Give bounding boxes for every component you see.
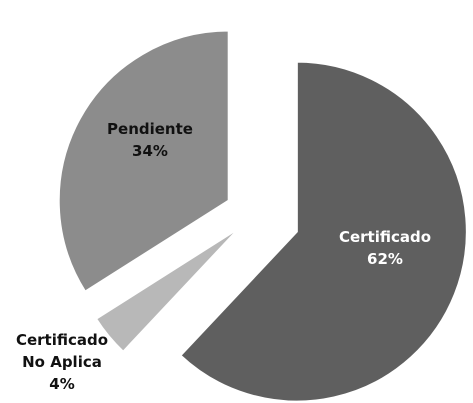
- value-label: 34%: [132, 142, 168, 160]
- category-label: Certificado: [338, 228, 432, 246]
- value-label: 4%: [49, 375, 75, 393]
- value-label: 62%: [367, 250, 403, 268]
- pie-slice: [94, 226, 241, 354]
- pie-slice: [179, 60, 468, 403]
- pie-slice: [57, 29, 230, 294]
- slice-label: Certificado No Aplica 4%: [7, 329, 117, 395]
- slice-label: Pendiente 34%: [85, 118, 215, 162]
- category-label: Certificado No Aplica: [15, 331, 109, 371]
- category-label: Pendiente: [107, 120, 193, 138]
- slice-label: Certificado 62%: [320, 226, 450, 270]
